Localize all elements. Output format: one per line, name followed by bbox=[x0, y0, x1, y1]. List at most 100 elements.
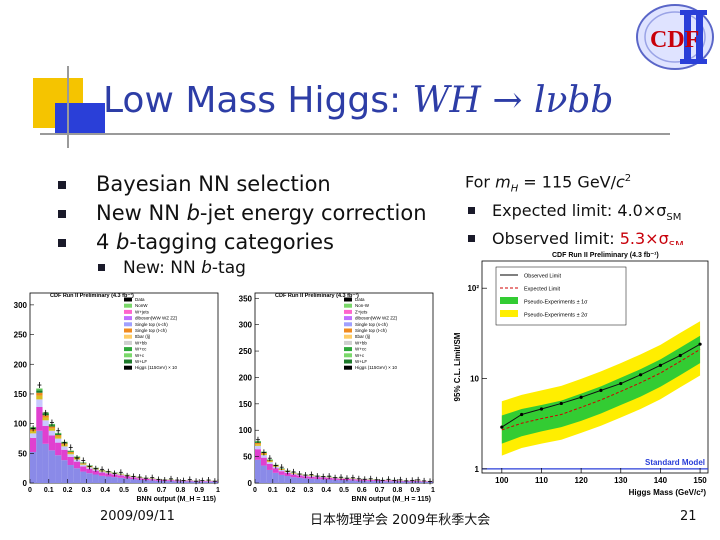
histogram-bar-segment bbox=[105, 473, 112, 477]
histogram-bar-segment bbox=[98, 472, 106, 476]
histogram-bar-segment bbox=[36, 395, 43, 400]
histogram-bar-segment bbox=[117, 477, 124, 483]
legend-label: Pseudo-Experiments ± 1σ bbox=[524, 300, 588, 306]
y-tick-label: 100 bbox=[239, 426, 253, 435]
legend-label: W+c bbox=[135, 353, 145, 358]
legend-swatch bbox=[344, 322, 352, 327]
legend-swatch bbox=[344, 353, 352, 358]
histogram-bar-segment bbox=[296, 477, 303, 483]
y-tick-label: 50 bbox=[243, 453, 252, 462]
histogram-bar-segment bbox=[67, 465, 74, 483]
title-decoration-vline bbox=[67, 66, 69, 148]
histogram-bar-segment bbox=[338, 480, 344, 483]
x-tick-label: 120 bbox=[574, 476, 588, 485]
x-tick-label: 1 bbox=[431, 487, 435, 494]
histogram-bar-segment bbox=[80, 471, 87, 483]
y-tick-label: 150 bbox=[14, 390, 28, 399]
histogram-bar-segment bbox=[284, 472, 291, 477]
x-tick-label: 130 bbox=[614, 476, 628, 485]
legend-swatch bbox=[344, 303, 352, 308]
legend-swatch bbox=[344, 328, 352, 333]
legend-label: diboson(WW WZ ZZ) bbox=[135, 316, 178, 321]
histogram-bar-segment bbox=[326, 479, 333, 483]
x-tick-label: 140 bbox=[654, 476, 668, 485]
legend-label: Expected Limit bbox=[524, 287, 561, 293]
histogram-bar-segment bbox=[36, 399, 43, 407]
histogram-bar-segment bbox=[255, 444, 261, 446]
legend-label: W+c bbox=[355, 353, 365, 358]
bullet-square-icon bbox=[468, 234, 475, 242]
histogram-bar-segment bbox=[349, 480, 356, 483]
legend-label: W+LF bbox=[135, 359, 147, 364]
title-math: WH → lνbb bbox=[412, 80, 614, 121]
x-tick-label: 0.8 bbox=[176, 487, 186, 494]
histogram-bar-segment bbox=[111, 477, 118, 483]
histogram-bar-segment bbox=[255, 445, 261, 450]
x-tick-label: 0.4 bbox=[100, 487, 110, 494]
histogram-bar-segment bbox=[260, 457, 267, 466]
legend-label: W+cc bbox=[135, 347, 147, 352]
legend-swatch bbox=[124, 297, 132, 302]
histogram-bar-segment bbox=[149, 480, 156, 483]
histogram-bar-segment bbox=[67, 451, 74, 452]
histogram-bar-segment bbox=[55, 455, 62, 483]
legend-swatch bbox=[344, 347, 352, 352]
expected-limit: Expected limit: 4.0×σSM bbox=[465, 200, 684, 228]
histogram-bar-segment bbox=[73, 461, 81, 469]
observed-limit-point bbox=[520, 412, 524, 417]
legend-swatch bbox=[124, 309, 132, 314]
legend-swatch bbox=[344, 340, 352, 345]
legend-label: Single top (t-ch) bbox=[135, 328, 167, 333]
histogram-bar-segment bbox=[48, 426, 56, 429]
y-tick-label: 250 bbox=[14, 331, 28, 340]
histogram-bar-segment bbox=[61, 449, 68, 461]
legend-swatch bbox=[344, 365, 352, 370]
histogram-bar-segment bbox=[30, 433, 37, 438]
y-tick-label: 0 bbox=[23, 479, 28, 488]
histogram-bar-segment bbox=[255, 459, 261, 483]
histogram-bar-segment bbox=[55, 435, 62, 437]
histogram-bar-segment bbox=[42, 420, 49, 426]
histogram-bar-segment bbox=[42, 417, 49, 421]
y-tick-label: 350 bbox=[239, 294, 253, 303]
legend-swatch bbox=[344, 334, 352, 339]
legend-label: ttbar (lj) bbox=[135, 334, 151, 339]
histogram-bar-segment bbox=[290, 474, 297, 478]
bullet-item: 4 b-tagging categories bbox=[58, 228, 427, 257]
histogram-bar-segment bbox=[55, 438, 62, 443]
x-tick-label: 0.6 bbox=[138, 487, 148, 494]
histogram-bar-segment bbox=[48, 430, 56, 436]
cdf-logo: CDF bbox=[636, 4, 714, 70]
x-tick-label: 0.2 bbox=[286, 487, 296, 494]
histogram-bar-segment bbox=[308, 478, 315, 483]
chart-title: CDF Run II Preliminary (4.3 fb⁻¹) bbox=[552, 252, 659, 259]
legend-label: Single top (s-ch) bbox=[135, 322, 168, 327]
x-tick-label: 1 bbox=[216, 487, 220, 494]
title-decoration-blue bbox=[55, 103, 105, 133]
histogram-bar-segment bbox=[124, 478, 131, 483]
histogram-bar-segment bbox=[344, 480, 350, 483]
legend-swatch bbox=[124, 353, 132, 358]
observed-limit-point bbox=[500, 425, 504, 429]
histogram-bar-segment bbox=[255, 442, 261, 445]
x-tick-label: 100 bbox=[495, 476, 509, 485]
y-tick-label: 0 bbox=[248, 479, 253, 488]
histogram-bar-segment bbox=[36, 430, 43, 483]
x-tick-label: 110 bbox=[535, 476, 548, 485]
legend-label: Observed Limit bbox=[524, 274, 561, 280]
histogram-bar-segment bbox=[290, 477, 297, 483]
y-tick-label: 150 bbox=[239, 400, 253, 409]
logo-text: CDF bbox=[650, 27, 699, 53]
y-tick-label: 100 bbox=[14, 420, 28, 429]
y-tick-label: 1 bbox=[475, 465, 480, 474]
legend-swatch bbox=[124, 365, 132, 370]
histogram-bar-segment bbox=[30, 451, 37, 483]
legend-label: Higgs (115GeV) × 10 bbox=[135, 365, 178, 370]
histogram-bar-segment bbox=[278, 469, 285, 472]
histogram-bar-segment bbox=[86, 473, 93, 483]
standard-model-label: Standard Model bbox=[645, 458, 705, 467]
legend-label: W+cc bbox=[355, 347, 367, 352]
legend-label: Z+jets bbox=[355, 309, 368, 314]
histogram-bar-segment bbox=[136, 479, 143, 483]
bullet-list: Bayesian NN selection New NN b-jet energ… bbox=[58, 170, 427, 257]
